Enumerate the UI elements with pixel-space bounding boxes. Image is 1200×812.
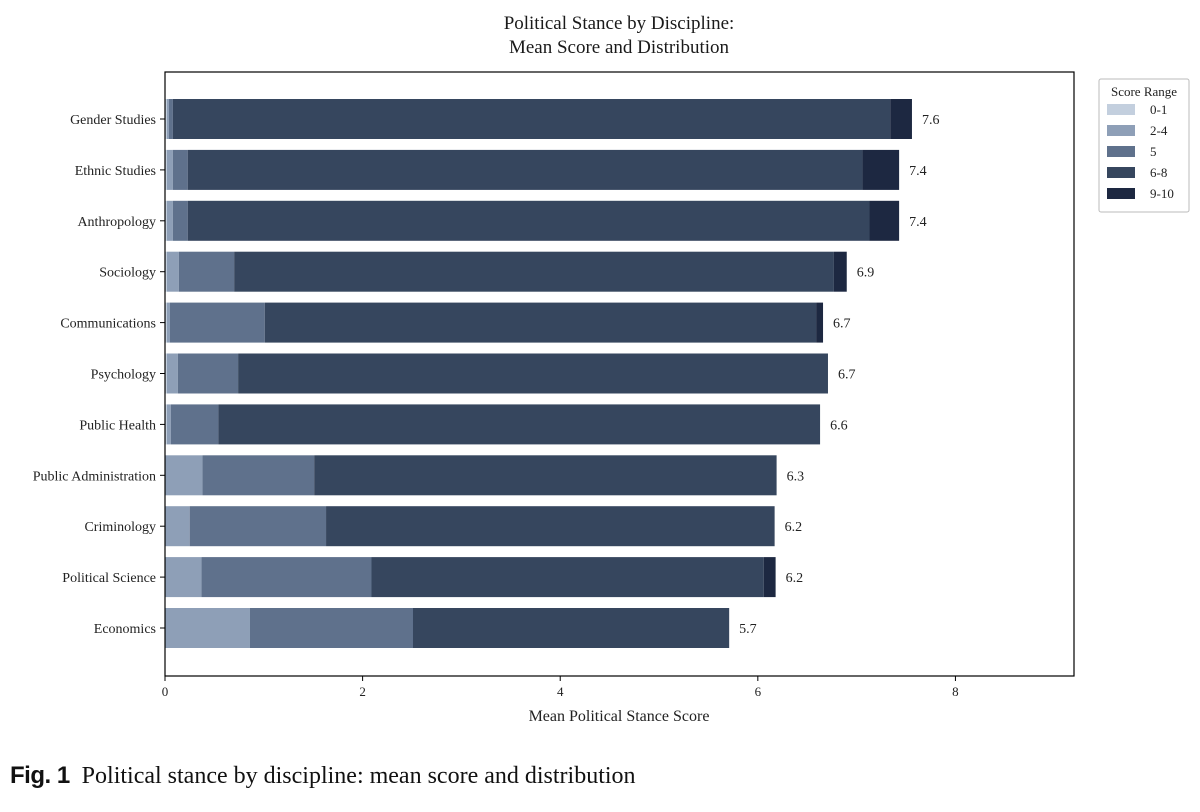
bar-gender-studies-6-8 bbox=[172, 99, 891, 139]
legend-title: Score Range bbox=[1111, 84, 1177, 99]
bar-ethnic-studies-9-10 bbox=[862, 149, 900, 190]
bar-communications-2-4 bbox=[166, 302, 170, 343]
value-label-political-science: 6.2 bbox=[786, 571, 804, 586]
bar-sociology-6-8 bbox=[234, 251, 834, 292]
category-label-communications: Communications bbox=[60, 317, 156, 332]
bar-public-health-2-4 bbox=[166, 404, 171, 445]
bar-sociology-0-1 bbox=[165, 251, 167, 292]
bar-communications-6-8 bbox=[264, 302, 817, 343]
bar-public-administration-6-8 bbox=[314, 455, 777, 496]
bar-public-health-6-8 bbox=[218, 404, 821, 445]
category-label-ethnic-studies: Ethnic Studies bbox=[75, 164, 156, 179]
category-label-psychology: Psychology bbox=[91, 368, 156, 383]
y-axis: Gender Studies Ethnic Studies Anthropology… bbox=[33, 113, 165, 637]
bar-psychology-5 bbox=[177, 353, 239, 394]
legend-swatch-0-1 bbox=[1107, 104, 1135, 115]
legend-label-9-10: 9-10 bbox=[1150, 186, 1174, 201]
value-label-psychology: 6.7 bbox=[838, 368, 856, 383]
figure-number: Fig. 1 bbox=[10, 762, 70, 789]
figure-caption: Fig. 1 Political stance by discipline: m… bbox=[10, 762, 636, 790]
value-label-gender-studies: 7.6 bbox=[922, 113, 940, 128]
bar-psychology-2-4 bbox=[166, 353, 178, 394]
x-axis: 0 2 4 6 8 bbox=[162, 676, 959, 699]
legend-label-2-4: 2-4 bbox=[1150, 123, 1168, 138]
x-axis-title: Mean Political Stance Score bbox=[529, 708, 710, 725]
bar-criminology-2-4 bbox=[165, 506, 190, 547]
x-tick-label-4: 4 bbox=[557, 684, 564, 699]
bars-layer: 7.6 7.4 7.4 6.9 6.7 6.7 6.6 6.3 6.2 6.2 5.7 bbox=[165, 99, 939, 648]
legend-swatch-9-10 bbox=[1107, 188, 1135, 199]
bar-economics-5 bbox=[249, 608, 413, 648]
x-tick-label-0: 0 bbox=[162, 684, 169, 699]
bar-political-science-2-4 bbox=[165, 557, 202, 598]
category-label-criminology: Criminology bbox=[84, 520, 156, 535]
bar-gender-studies-5 bbox=[168, 99, 173, 139]
bar-anthropology-2-4 bbox=[166, 200, 173, 241]
figure-caption-text: Political stance by discipline: mean sco… bbox=[81, 763, 636, 789]
bar-ethnic-studies-6-8 bbox=[187, 149, 863, 190]
bar-public-health-5 bbox=[170, 404, 219, 445]
bar-ethnic-studies-5 bbox=[172, 149, 188, 190]
bar-anthropology-5 bbox=[172, 200, 188, 241]
bar-economics-6-8 bbox=[412, 608, 730, 648]
bar-sociology-2-4 bbox=[166, 251, 179, 292]
bar-political-science-6-8 bbox=[371, 557, 764, 598]
bar-gender-studies-9-10 bbox=[890, 99, 912, 139]
bar-communications-9-10 bbox=[816, 302, 824, 343]
bar-psychology-0-1 bbox=[165, 353, 167, 394]
category-label-political-science: Political Science bbox=[62, 571, 156, 586]
category-label-public-health: Public Health bbox=[79, 418, 156, 433]
bar-criminology-6-8 bbox=[326, 506, 775, 547]
bar-psychology-6-8 bbox=[238, 353, 828, 394]
value-label-ethnic-studies: 7.4 bbox=[909, 164, 927, 179]
legend-swatch-6-8 bbox=[1107, 167, 1135, 178]
legend-entries: 0-1 2-4 5 6-8 9-10 bbox=[1107, 102, 1174, 201]
value-label-sociology: 6.9 bbox=[857, 266, 875, 281]
bar-criminology-5 bbox=[189, 506, 327, 547]
legend-label-0-1: 0-1 bbox=[1150, 102, 1167, 117]
legend-swatch-2-4 bbox=[1107, 125, 1135, 136]
value-label-public-health: 6.6 bbox=[830, 418, 848, 433]
category-label-economics: Economics bbox=[94, 622, 156, 637]
bar-political-science-5 bbox=[201, 557, 372, 598]
chart-title-line-1: Political Stance by Discipline: bbox=[504, 13, 735, 34]
stacked-bar-chart: Political Stance by Discipline: Mean Sco… bbox=[33, 13, 1190, 725]
legend: Score Range 0-1 2-4 5 6-8 9-10 bbox=[1098, 78, 1190, 213]
bar-anthropology-0-1 bbox=[165, 200, 167, 241]
bar-public-health-0-1 bbox=[165, 404, 167, 445]
bar-anthropology-6-8 bbox=[187, 200, 870, 241]
value-label-anthropology: 7.4 bbox=[909, 215, 927, 230]
bar-gender-studies-0-1 bbox=[165, 99, 167, 139]
chart-title-line-2: Mean Score and Distribution bbox=[509, 37, 730, 58]
bar-economics-2-4 bbox=[165, 608, 250, 648]
bar-public-administration-2-4 bbox=[165, 455, 203, 496]
category-label-gender-studies: Gender Studies bbox=[70, 113, 156, 128]
x-tick-label-6: 6 bbox=[755, 684, 762, 699]
bar-communications-5 bbox=[169, 302, 265, 343]
category-label-sociology: Sociology bbox=[99, 266, 156, 281]
value-label-criminology: 6.2 bbox=[785, 520, 803, 535]
bar-ethnic-studies-2-4 bbox=[166, 149, 173, 190]
bar-communications-0-1 bbox=[165, 302, 167, 343]
x-tick-label-8: 8 bbox=[952, 684, 959, 699]
bar-anthropology-9-10 bbox=[869, 200, 900, 241]
bar-sociology-5 bbox=[178, 251, 235, 292]
category-label-public-administration: Public Administration bbox=[33, 469, 156, 484]
category-label-anthropology: Anthropology bbox=[77, 215, 156, 230]
legend-swatch-5 bbox=[1107, 146, 1135, 157]
value-label-communications: 6.7 bbox=[833, 317, 851, 332]
bar-ethnic-studies-0-1 bbox=[165, 149, 167, 190]
x-tick-label-2: 2 bbox=[359, 684, 366, 699]
bar-public-administration-5 bbox=[202, 455, 315, 496]
bar-gender-studies-2-4 bbox=[166, 99, 169, 139]
bar-sociology-9-10 bbox=[833, 251, 847, 292]
bar-political-science-9-10 bbox=[763, 557, 776, 598]
value-label-public-administration: 6.3 bbox=[787, 469, 805, 484]
legend-label-6-8: 6-8 bbox=[1150, 165, 1167, 180]
value-label-economics: 5.7 bbox=[739, 622, 757, 637]
legend-label-5: 5 bbox=[1150, 144, 1157, 159]
